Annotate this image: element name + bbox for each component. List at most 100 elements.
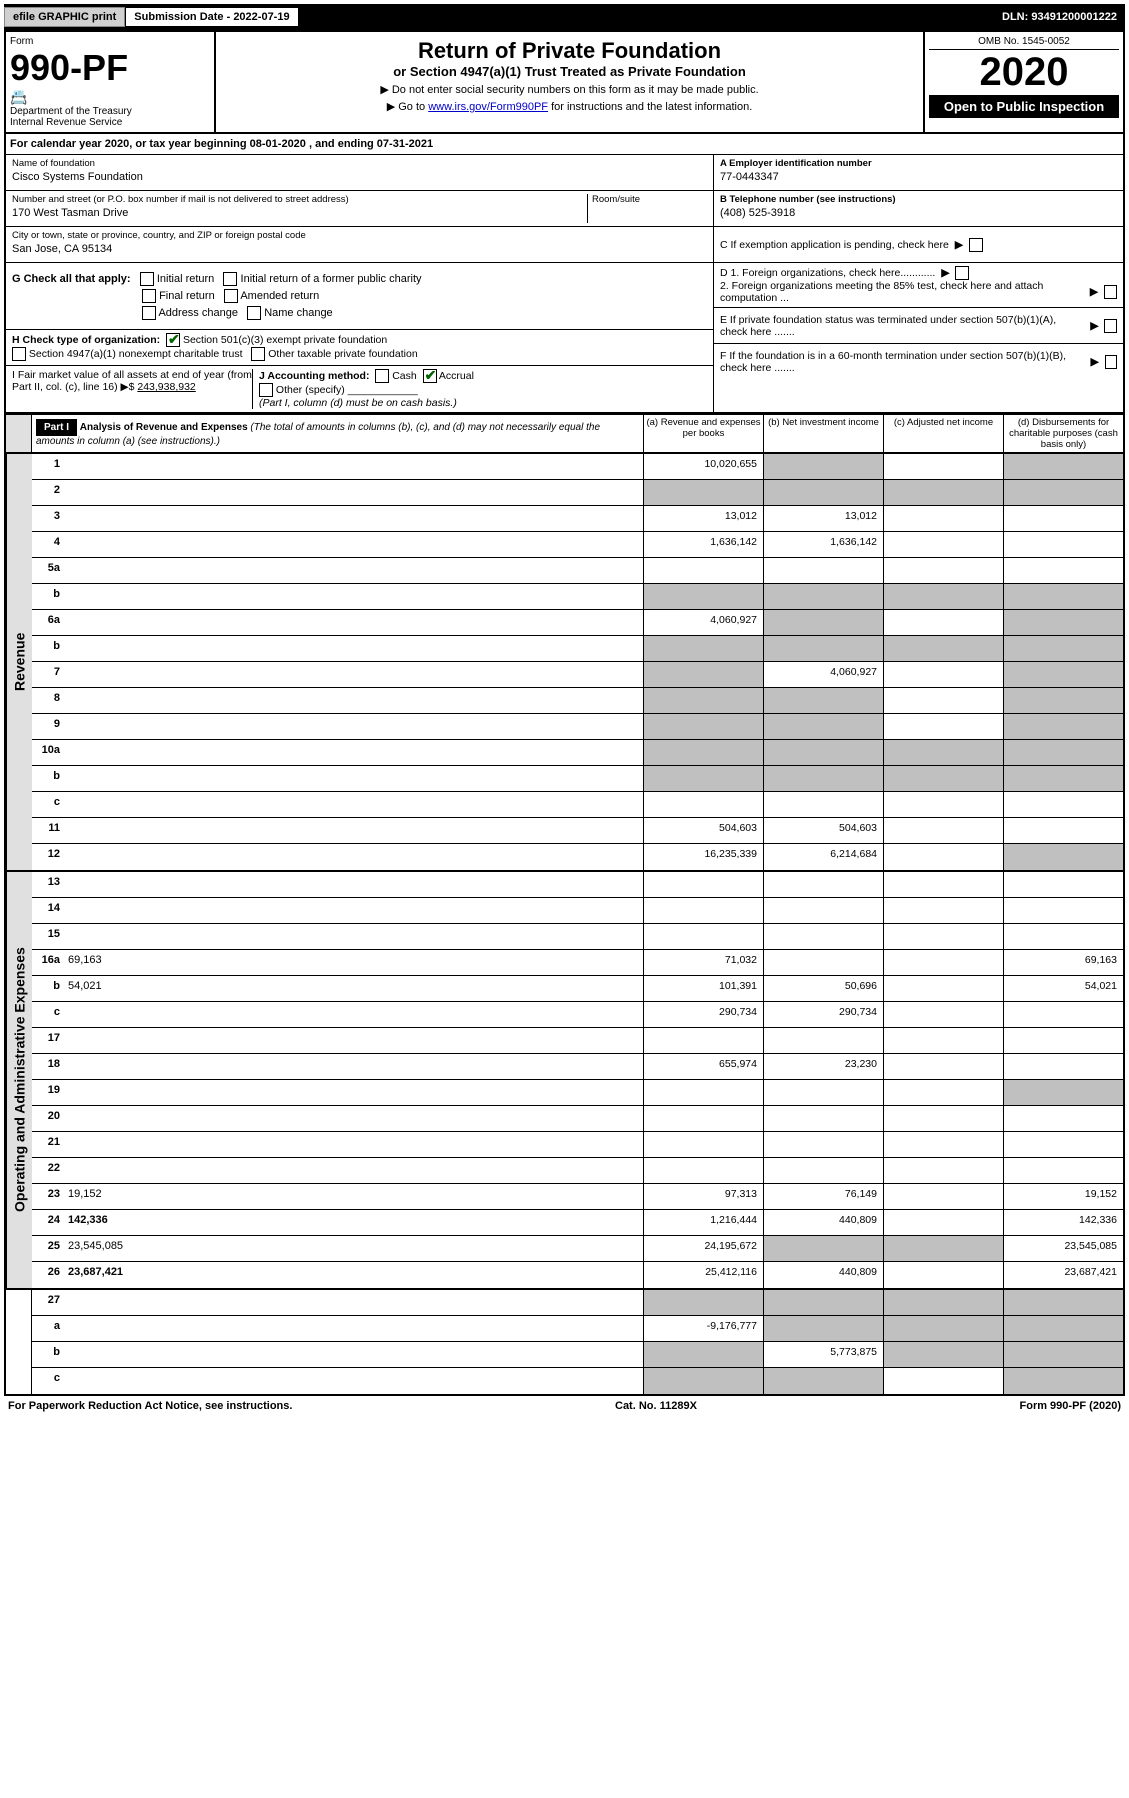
cell-c <box>883 924 1003 949</box>
cell-d <box>1003 792 1123 817</box>
cell-b: 440,809 <box>763 1262 883 1288</box>
cell-d <box>1003 1158 1123 1183</box>
line-num: 15 <box>32 924 66 949</box>
chk-501c3[interactable] <box>166 333 180 347</box>
line-num: 14 <box>32 898 66 923</box>
cell-b <box>763 924 883 949</box>
chk-initial-return[interactable] <box>140 272 154 286</box>
chk-address-change[interactable] <box>142 306 156 320</box>
calendar-year-line: For calendar year 2020, or tax year begi… <box>4 134 1125 155</box>
table-row: 2319,15297,31376,14919,152 <box>32 1184 1123 1210</box>
cell-b <box>763 1316 883 1341</box>
cell-d <box>1003 1080 1123 1105</box>
cell-b: 504,603 <box>763 818 883 843</box>
chk-4947[interactable] <box>12 347 26 361</box>
table-row: 1216,235,3396,214,684 <box>32 844 1123 870</box>
cell-c <box>883 740 1003 765</box>
table-row: 11504,603504,603 <box>32 818 1123 844</box>
cell-a: 10,020,655 <box>643 454 763 479</box>
line-num: 8 <box>32 688 66 713</box>
line-desc <box>66 740 643 765</box>
chk-other-taxable[interactable] <box>251 347 265 361</box>
footer-left: For Paperwork Reduction Act Notice, see … <box>8 1400 292 1412</box>
chk-status-terminated[interactable] <box>1104 319 1117 333</box>
cell-a <box>643 1028 763 1053</box>
chk-other-method[interactable] <box>259 383 273 397</box>
line-desc: 19,152 <box>66 1184 643 1209</box>
chk-initial-former[interactable] <box>223 272 237 286</box>
cell-a <box>643 1158 763 1183</box>
table-row: 2523,545,08524,195,67223,545,085 <box>32 1236 1123 1262</box>
chk-85pct[interactable] <box>1104 285 1117 299</box>
cell-b <box>763 740 883 765</box>
chk-exemption-pending[interactable] <box>969 238 983 252</box>
cell-a: 16,235,339 <box>643 844 763 870</box>
line-desc: 23,687,421 <box>66 1262 643 1288</box>
cell-c <box>883 610 1003 635</box>
cell-c <box>883 1262 1003 1288</box>
table-row: 9 <box>32 714 1123 740</box>
chk-accrual[interactable] <box>423 369 437 383</box>
line-desc <box>66 662 643 687</box>
chk-final-return[interactable] <box>142 289 156 303</box>
cell-d: 23,545,085 <box>1003 1236 1123 1261</box>
form-title: Return of Private Foundation <box>222 38 917 64</box>
table-row: b54,021101,39150,69654,021 <box>32 976 1123 1002</box>
revenue-side-tab: Revenue <box>6 454 32 870</box>
omb-number: OMB No. 1545-0052 <box>929 36 1119 50</box>
cell-b <box>763 792 883 817</box>
chk-amended[interactable] <box>224 289 238 303</box>
fmv-value: 243,938,932 <box>137 381 195 393</box>
chk-foreign-org[interactable] <box>955 266 969 280</box>
line-desc <box>66 1368 643 1394</box>
table-row: c <box>32 792 1123 818</box>
cell-b <box>763 1290 883 1315</box>
table-row: 22 <box>32 1158 1123 1184</box>
form-label: Form <box>10 36 210 47</box>
cell-b <box>763 872 883 897</box>
table-row: 13 <box>32 872 1123 898</box>
line-num: b <box>32 766 66 791</box>
irs-label: Internal Revenue Service <box>10 117 210 128</box>
cell-c <box>883 1368 1003 1394</box>
cell-a <box>643 584 763 609</box>
cell-d: 69,163 <box>1003 950 1123 975</box>
table-row: 17 <box>32 1028 1123 1054</box>
line-desc <box>66 1054 643 1079</box>
cell-d <box>1003 1002 1123 1027</box>
cell-c <box>883 792 1003 817</box>
line-num: 3 <box>32 506 66 531</box>
cell-d <box>1003 1028 1123 1053</box>
name-label: Name of foundation <box>12 158 707 169</box>
cell-b <box>763 558 883 583</box>
cell-d <box>1003 872 1123 897</box>
cell-a <box>643 1080 763 1105</box>
cell-d <box>1003 662 1123 687</box>
cell-a <box>643 1342 763 1367</box>
instr-2: ▶ Go to www.irs.gov/Form990PF for instru… <box>222 100 917 113</box>
line-num: 2 <box>32 480 66 505</box>
line-num: c <box>32 1002 66 1027</box>
col-b-hdr: (b) Net investment income <box>763 415 883 452</box>
cell-a <box>643 872 763 897</box>
line-num: b <box>32 1342 66 1367</box>
cell-d <box>1003 1106 1123 1131</box>
chk-name-change[interactable] <box>247 306 261 320</box>
chk-60month[interactable] <box>1105 355 1117 369</box>
cell-b <box>763 454 883 479</box>
chk-cash[interactable] <box>375 369 389 383</box>
table-row: 15 <box>32 924 1123 950</box>
instructions-link[interactable]: www.irs.gov/Form990PF <box>428 101 548 113</box>
cell-c <box>883 662 1003 687</box>
efile-print-button[interactable]: efile GRAPHIC print <box>4 7 125 27</box>
footer-mid: Cat. No. 11289X <box>615 1400 697 1412</box>
table-row: 16a69,16371,03269,163 <box>32 950 1123 976</box>
line-desc <box>66 1028 643 1053</box>
cell-a <box>643 792 763 817</box>
line-desc: 142,336 <box>66 1210 643 1235</box>
cell-c <box>883 818 1003 843</box>
instr-1: ▶ Do not enter social security numbers o… <box>222 83 917 96</box>
cell-c <box>883 688 1003 713</box>
cell-c <box>883 844 1003 870</box>
dept-label: Department of the Treasury <box>10 106 210 117</box>
